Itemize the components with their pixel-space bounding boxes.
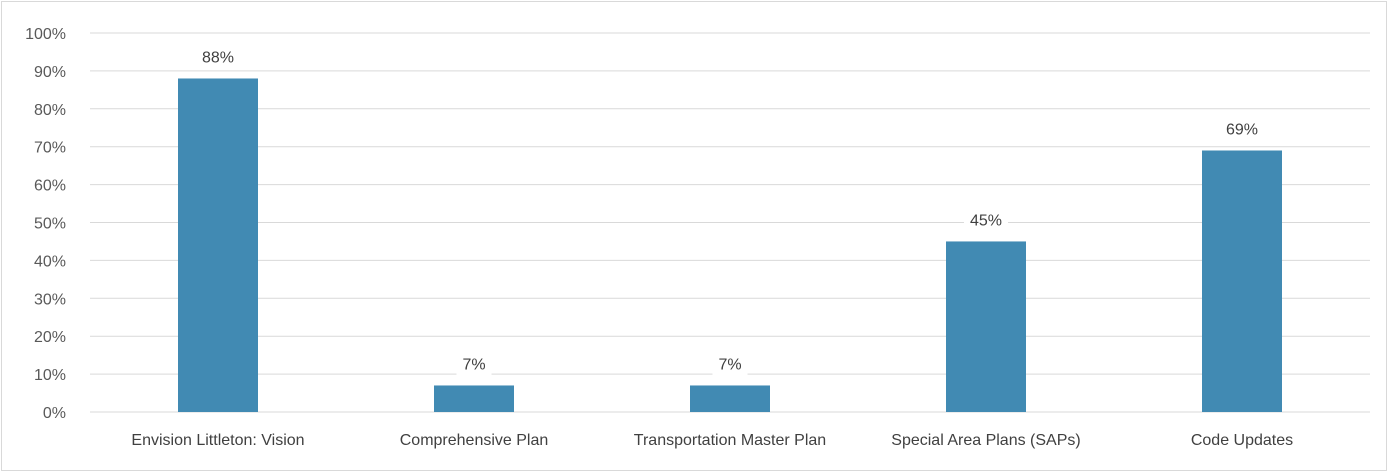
y-axis-ticks: 0% 10% 20% 30% 40% 50% 60% 70% 80% 90% 100% xyxy=(25,26,66,422)
y-tick-label: 40% xyxy=(34,253,66,270)
y-tick-label: 80% xyxy=(34,102,66,119)
data-label-background xyxy=(712,354,748,376)
y-tick-label: 70% xyxy=(34,140,66,157)
bar xyxy=(690,385,770,412)
bar xyxy=(1202,150,1282,413)
x-category-label: Special Area Plans (SAPs) xyxy=(891,432,1080,449)
y-tick-label: 50% xyxy=(34,216,66,233)
bars xyxy=(178,78,1282,413)
x-axis-categories: Envision Littleton: Vision Comprehensive … xyxy=(131,432,1293,449)
y-tick-label: 30% xyxy=(34,291,66,308)
x-category-label: Code Updates xyxy=(1191,432,1293,449)
y-tick-label: 0% xyxy=(43,405,66,422)
data-label: 88% xyxy=(202,49,234,66)
data-label: 45% xyxy=(970,212,1002,229)
y-tick-label: 90% xyxy=(34,64,66,81)
y-tick-label: 60% xyxy=(34,178,66,195)
bar xyxy=(434,385,514,412)
data-label: 7% xyxy=(718,356,741,373)
data-label: 69% xyxy=(1226,121,1258,138)
gridlines xyxy=(90,32,1370,413)
data-label-background xyxy=(963,210,1009,232)
data-labels: 88% 7% 7% 45% 69% xyxy=(195,47,1265,376)
x-category-label: Envision Littleton: Vision xyxy=(131,432,304,449)
data-label-background xyxy=(456,354,492,376)
bar xyxy=(946,241,1026,412)
y-tick-label: 100% xyxy=(25,26,66,43)
bar xyxy=(178,78,258,412)
data-label-background xyxy=(1219,119,1265,141)
data-label-background xyxy=(195,47,241,69)
y-tick-label: 20% xyxy=(34,329,66,346)
x-category-label: Comprehensive Plan xyxy=(400,432,549,449)
x-category-label: Transportation Master Plan xyxy=(634,432,826,449)
y-tick-label: 10% xyxy=(34,367,66,384)
data-label: 7% xyxy=(462,356,485,373)
